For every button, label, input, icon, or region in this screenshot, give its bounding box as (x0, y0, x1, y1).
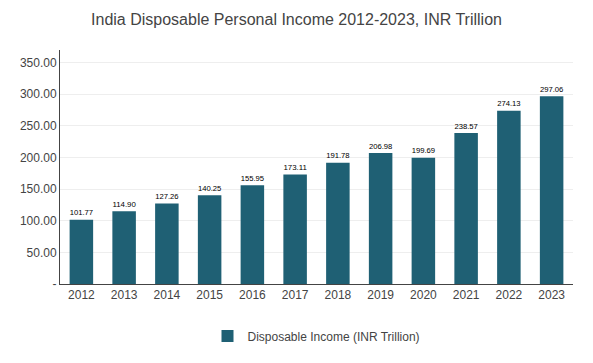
svg-text:2018: 2018 (325, 288, 352, 302)
svg-text:155.95: 155.95 (241, 174, 264, 183)
svg-text:India Disposable Personal Inco: India Disposable Personal Income 2012-20… (91, 11, 502, 28)
svg-text:2012: 2012 (68, 288, 95, 302)
svg-text:2019: 2019 (367, 288, 394, 302)
svg-text:2014: 2014 (154, 288, 181, 302)
svg-text:297.06: 297.06 (540, 85, 563, 94)
svg-text:150.00: 150.00 (20, 182, 57, 196)
svg-text:2017: 2017 (282, 288, 309, 302)
svg-text:Disposable Income (INR Trillio: Disposable Income (INR Trillion) (248, 330, 420, 344)
svg-text:127.26: 127.26 (155, 192, 178, 201)
svg-text:274.13: 274.13 (497, 99, 520, 108)
svg-text:2023: 2023 (538, 288, 565, 302)
svg-text:140.25: 140.25 (198, 184, 221, 193)
svg-text:2015: 2015 (196, 288, 223, 302)
svg-text:101.77: 101.77 (70, 208, 93, 217)
svg-text:50.00: 50.00 (27, 246, 57, 260)
svg-text:114.90: 114.90 (112, 200, 136, 209)
svg-text:2021: 2021 (453, 288, 480, 302)
svg-text:206.98: 206.98 (369, 142, 392, 151)
svg-text:191.78: 191.78 (326, 151, 349, 160)
svg-text:2016: 2016 (239, 288, 266, 302)
svg-text:-: - (53, 277, 57, 291)
svg-text:2022: 2022 (496, 288, 523, 302)
svg-text:238.57: 238.57 (454, 122, 477, 131)
svg-text:350.00: 350.00 (20, 56, 57, 70)
svg-text:173.11: 173.11 (283, 163, 306, 172)
svg-text:200.00: 200.00 (20, 151, 57, 165)
svg-text:2013: 2013 (111, 288, 138, 302)
svg-text:300.00: 300.00 (20, 87, 57, 101)
svg-text:100.00: 100.00 (20, 214, 57, 228)
svg-text:199.69: 199.69 (412, 146, 435, 155)
svg-text:2020: 2020 (410, 288, 437, 302)
svg-text:250.00: 250.00 (20, 119, 57, 133)
